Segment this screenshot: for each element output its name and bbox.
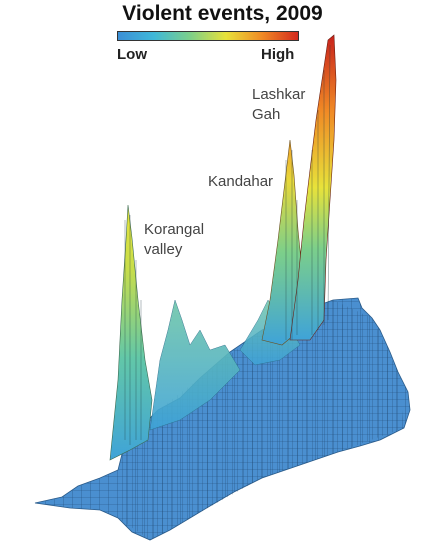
- peak-lashkar-gah: [289, 34, 337, 341]
- label-kandahar: Kandahar: [208, 173, 274, 190]
- chart-title: Violent events, 2009: [122, 2, 323, 25]
- label-korangal-valley: Korangal valley: [144, 221, 205, 258]
- legend-high-label: High: [261, 46, 295, 63]
- label-lashkar-gah: Lashkar Gah: [252, 86, 306, 123]
- legend-color-scale: [117, 31, 299, 41]
- legend-low-label: Low: [117, 46, 147, 63]
- ridge-central: [149, 299, 241, 431]
- peak-korangal: [109, 204, 153, 461]
